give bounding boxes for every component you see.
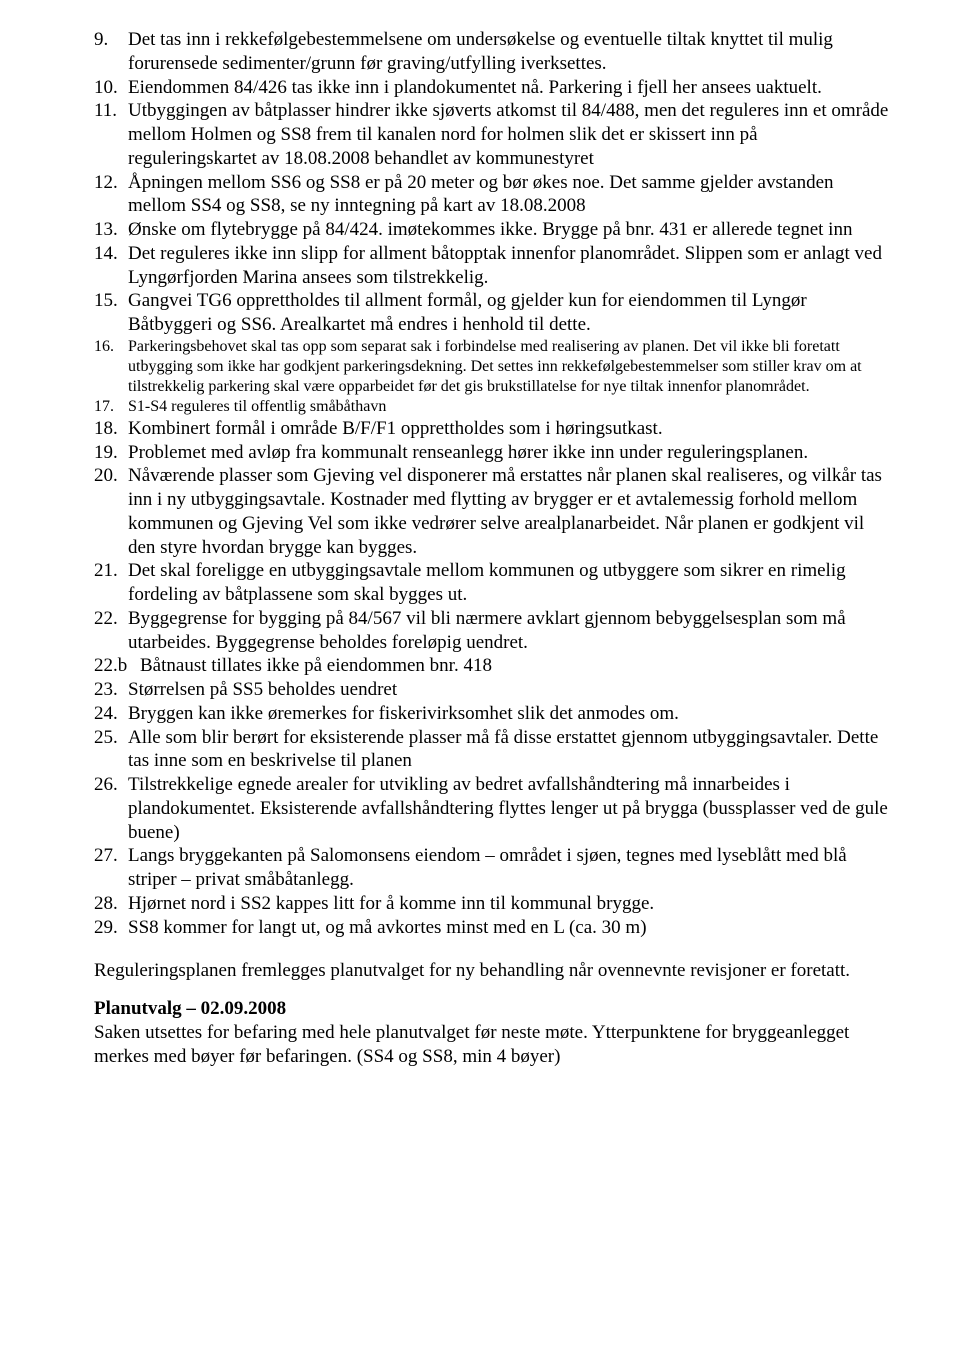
list-item-number: 13.: [94, 218, 128, 242]
list-item-text: Alle som blir berørt for eksisterende pl…: [128, 726, 890, 774]
list-item-number: 14.: [94, 242, 128, 290]
list-item: 25.Alle som blir berørt for eksisterende…: [94, 726, 890, 774]
section-heading: Planutvalg – 02.09.2008: [94, 997, 890, 1021]
list-item-number: 17.: [94, 397, 128, 417]
list-item-text: Gangvei TG6 opprettholdes til allment fo…: [128, 289, 890, 337]
list-item-number: 23.: [94, 678, 128, 702]
list-item: 14.Det reguleres ikke inn slipp for allm…: [94, 242, 890, 290]
list-item-text: SS8 kommer for langt ut, og må avkortes …: [128, 916, 890, 940]
list-item-number: 26.: [94, 773, 128, 844]
list-item: 29.SS8 kommer for langt ut, og må avkort…: [94, 916, 890, 940]
list-item: 28.Hjørnet nord i SS2 kappes litt for å …: [94, 892, 890, 916]
list-item-number: 10.: [94, 76, 128, 100]
list-item-text: Nåværende plasser som Gjeving vel dispon…: [128, 464, 890, 559]
list-item: 13.Ønske om flytebrygge på 84/424. imøte…: [94, 218, 890, 242]
list-item: 9.Det tas inn i rekkefølgebestemmelsene …: [94, 28, 890, 76]
list-item-text: Størrelsen på SS5 beholdes uendret: [128, 678, 890, 702]
section-heading-text: Planutvalg – 02.09.2008: [94, 998, 286, 1019]
list-item-number: 22.: [94, 607, 128, 655]
list-item: 22.bBåtnaust tillates ikke på eiendommen…: [94, 654, 890, 678]
spacer: [94, 939, 890, 959]
numbered-list: 9.Det tas inn i rekkefølgebestemmelsene …: [94, 28, 890, 939]
list-item-text: Det reguleres ikke inn slipp for allment…: [128, 242, 890, 290]
list-item: 16.Parkeringsbehovet skal tas opp som se…: [94, 337, 890, 397]
list-item-text: Det tas inn i rekkefølgebestemmelsene om…: [128, 28, 890, 76]
list-item-number: 20.: [94, 464, 128, 559]
list-item: 10.Eiendommen 84/426 tas ikke inn i plan…: [94, 76, 890, 100]
list-item-number: 15.: [94, 289, 128, 337]
list-item-text: Det skal foreligge en utbyggingsavtale m…: [128, 559, 890, 607]
list-item-number: 18.: [94, 417, 128, 441]
list-item-number: 25.: [94, 726, 128, 774]
list-item-text: Parkeringsbehovet skal tas opp som separ…: [128, 337, 890, 397]
spacer: [94, 983, 890, 997]
list-item-number: 28.: [94, 892, 128, 916]
list-item: 11.Utbyggingen av båtplasser hindrer ikk…: [94, 99, 890, 170]
closing-paragraph: Reguleringsplanen fremlegges planutvalge…: [94, 959, 890, 983]
list-item-text: Utbyggingen av båtplasser hindrer ikke s…: [128, 99, 890, 170]
list-item-number: 29.: [94, 916, 128, 940]
list-item-number: 27.: [94, 844, 128, 892]
list-item-number: 16.: [94, 337, 128, 397]
list-item: 21.Det skal foreligge en utbyggingsavtal…: [94, 559, 890, 607]
list-item-text: Langs bryggekanten på Salomonsens eiendo…: [128, 844, 890, 892]
list-item-number: 24.: [94, 702, 128, 726]
list-item-text: Ønske om flytebrygge på 84/424. imøtekom…: [128, 218, 890, 242]
list-item: 18.Kombinert formål i område B/F/F1 oppr…: [94, 417, 890, 441]
section-body: Saken utsettes for befaring med hele pla…: [94, 1021, 890, 1069]
list-item-text: Hjørnet nord i SS2 kappes litt for å kom…: [128, 892, 890, 916]
list-item: 12.Åpningen mellom SS6 og SS8 er på 20 m…: [94, 171, 890, 219]
list-item-text: Åpningen mellom SS6 og SS8 er på 20 mete…: [128, 171, 890, 219]
list-item-text: Båtnaust tillates ikke på eiendommen bnr…: [140, 654, 890, 678]
list-item-text: Bryggen kan ikke øremerkes for fiskerivi…: [128, 702, 890, 726]
list-item-number: 11.: [94, 99, 128, 170]
list-item: 26.Tilstrekkelige egnede arealer for utv…: [94, 773, 890, 844]
list-item: 19.Problemet med avløp fra kommunalt ren…: [94, 441, 890, 465]
list-item: 20.Nåværende plasser som Gjeving vel dis…: [94, 464, 890, 559]
list-item: 15.Gangvei TG6 opprettholdes til allment…: [94, 289, 890, 337]
list-item-number: 9.: [94, 28, 128, 76]
list-item: 17.S1-S4 reguleres til offentlig småbåth…: [94, 397, 890, 417]
list-item-number: 22.b: [94, 654, 140, 678]
list-item-text: Kombinert formål i område B/F/F1 opprett…: [128, 417, 890, 441]
list-item: 27.Langs bryggekanten på Salomonsens eie…: [94, 844, 890, 892]
list-item: 23.Størrelsen på SS5 beholdes uendret: [94, 678, 890, 702]
list-item: 24.Bryggen kan ikke øremerkes for fisker…: [94, 702, 890, 726]
list-item-text: Problemet med avløp fra kommunalt rensea…: [128, 441, 890, 465]
list-item-text: S1-S4 reguleres til offentlig småbåthavn: [128, 397, 890, 417]
list-item-number: 12.: [94, 171, 128, 219]
list-item-number: 19.: [94, 441, 128, 465]
list-item-number: 21.: [94, 559, 128, 607]
list-item-text: Tilstrekkelige egnede arealer for utvikl…: [128, 773, 890, 844]
list-item-text: Byggegrense for bygging på 84/567 vil bl…: [128, 607, 890, 655]
list-item-text: Eiendommen 84/426 tas ikke inn i plandok…: [128, 76, 890, 100]
list-item: 22.Byggegrense for bygging på 84/567 vil…: [94, 607, 890, 655]
